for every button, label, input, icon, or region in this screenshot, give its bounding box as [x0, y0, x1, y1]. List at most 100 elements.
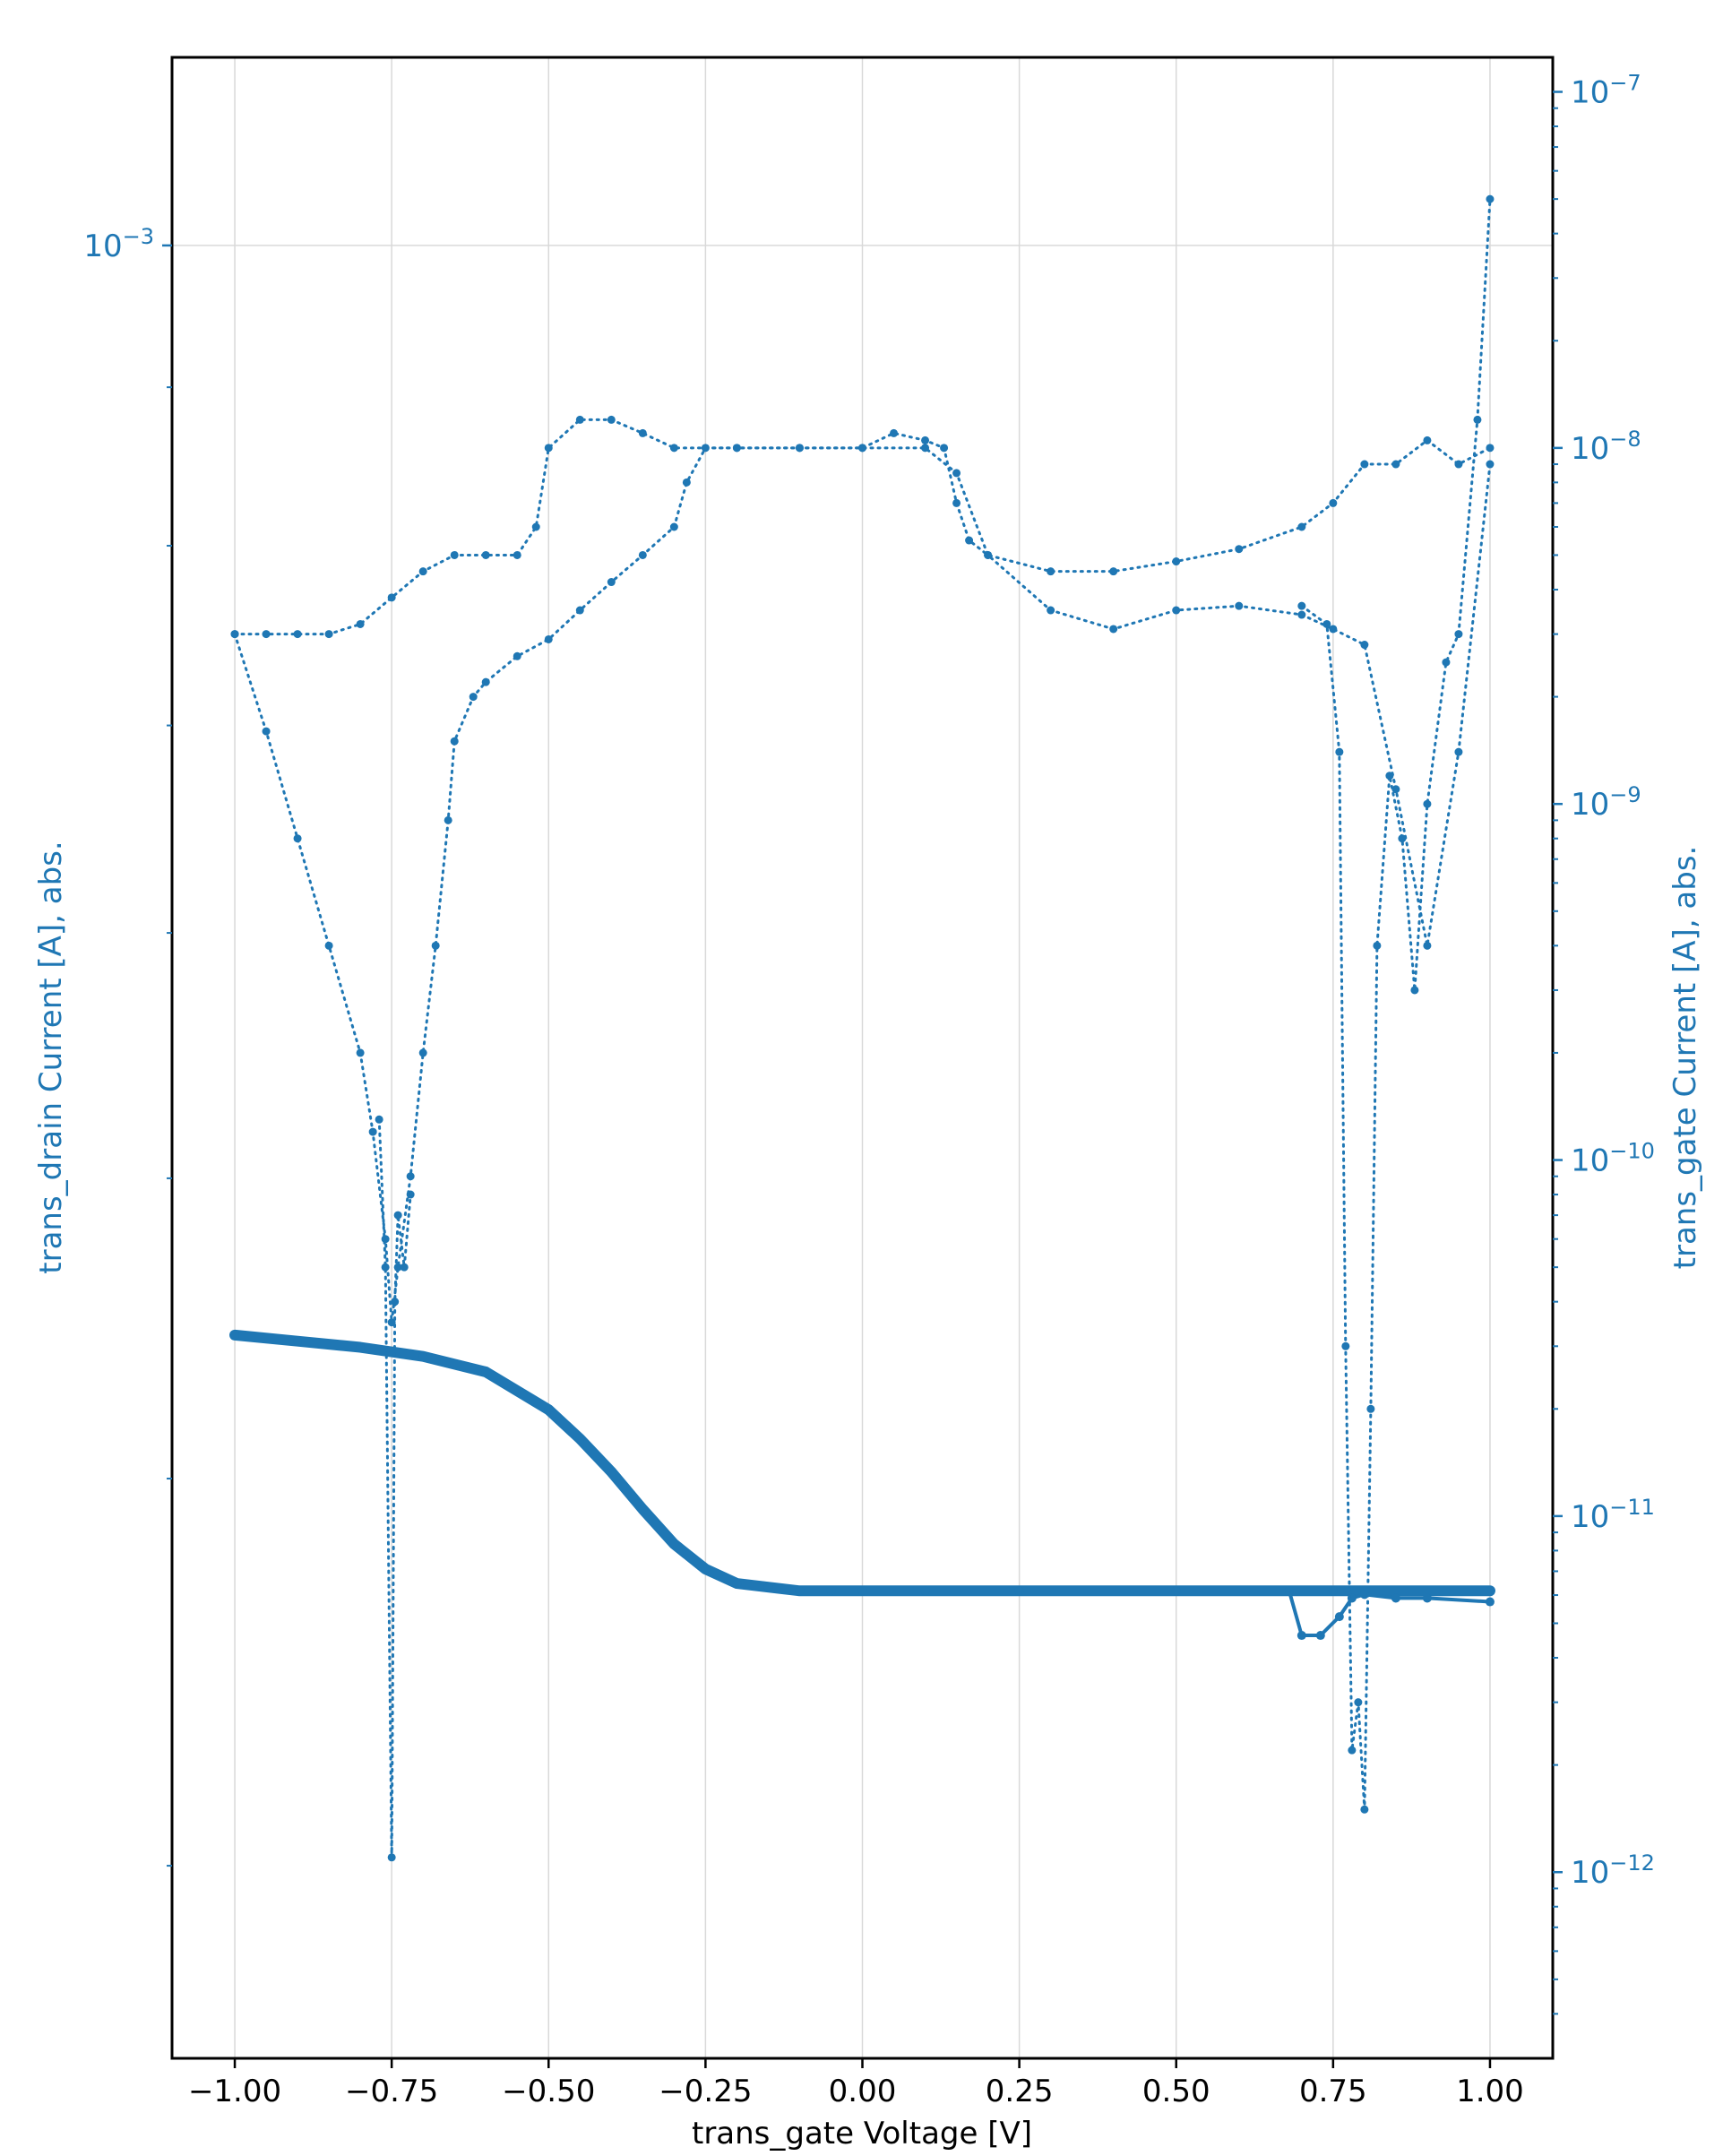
data-point [1297, 1631, 1306, 1641]
data-point [375, 1115, 383, 1124]
y-right-tick-label: 10−11 [1571, 1495, 1655, 1535]
data-point [368, 1127, 377, 1136]
y-right-tick-label: 10−12 [1571, 1850, 1655, 1891]
data-point [1235, 601, 1244, 610]
data-point [481, 677, 490, 686]
data-point [469, 693, 478, 702]
x-axis-label: trans_gate Voltage [V] [692, 2116, 1032, 2152]
data-point [450, 550, 459, 559]
data-point [1442, 658, 1451, 667]
data-point [682, 478, 691, 487]
data-point [921, 436, 930, 444]
data-point [669, 522, 678, 531]
data-point [481, 550, 490, 559]
data-point [1486, 460, 1495, 469]
data-point [638, 550, 647, 559]
data-point [1172, 606, 1181, 615]
data-point [356, 1048, 365, 1057]
x-tick-label: −0.50 [502, 2074, 595, 2109]
data-point [795, 1586, 805, 1596]
data-point [1328, 1586, 1338, 1596]
data-point [921, 444, 930, 453]
data-point [431, 941, 440, 950]
data-point [387, 593, 396, 602]
y-right-axis-label: trans_gate Current [A], abs. [1667, 846, 1703, 1270]
y-left-tick-label: 10−3 [83, 224, 154, 264]
data-point [1454, 460, 1463, 469]
data-point [1423, 436, 1432, 444]
data-point [400, 1263, 409, 1272]
data-point [418, 1351, 428, 1361]
data-point [531, 522, 540, 531]
y-right-tick-label: 10−9 [1571, 782, 1641, 823]
data-point [1171, 1586, 1181, 1596]
data-point [450, 737, 459, 746]
data-point [1423, 941, 1432, 950]
data-point [1348, 1746, 1357, 1755]
data-point [920, 1586, 930, 1596]
x-tick-label: 0.75 [1299, 2074, 1367, 2109]
data-point [1315, 1631, 1325, 1641]
data-point [1360, 1805, 1369, 1814]
data-point [732, 1579, 742, 1589]
data-point [1172, 557, 1181, 566]
data-point [1297, 522, 1306, 531]
data-point [1329, 498, 1338, 507]
data-point [607, 1467, 616, 1477]
data-point [669, 1539, 679, 1549]
data-point [1391, 785, 1400, 794]
data-point [1322, 619, 1331, 628]
y-left-axis: 10−3 [83, 224, 172, 1867]
data-point [544, 1405, 554, 1415]
data-point [1014, 1586, 1024, 1596]
data-point [1109, 625, 1118, 634]
data-point [324, 630, 333, 639]
data-point [481, 1367, 491, 1376]
data-point [293, 834, 302, 843]
y-right-tick-label: 10−10 [1571, 1139, 1655, 1179]
data-point [513, 651, 521, 660]
data-point [669, 444, 678, 453]
data-point [513, 550, 521, 559]
data-point [1354, 1698, 1363, 1707]
data-point [381, 1263, 390, 1272]
data-point [826, 1586, 836, 1596]
data-point [1454, 747, 1463, 756]
data-point [732, 444, 741, 453]
data-point [393, 1211, 402, 1220]
data-point [1486, 444, 1495, 453]
data-point [965, 536, 974, 545]
data-point [262, 727, 271, 736]
data-point [952, 469, 961, 478]
series-line-2 [1287, 1589, 1492, 1637]
data-point [418, 1048, 427, 1057]
series-layer [229, 194, 1495, 1862]
data-point [1334, 1612, 1344, 1622]
data-point [701, 444, 710, 453]
data-point [356, 1342, 366, 1352]
data-point [795, 444, 804, 453]
data-point [262, 630, 271, 639]
data-point [1297, 601, 1306, 610]
data-point [293, 1336, 303, 1346]
data-point [1473, 415, 1482, 424]
x-tick-label: −0.75 [345, 2074, 438, 2109]
data-point [701, 1564, 711, 1574]
data-point [1486, 194, 1495, 203]
data-point [544, 444, 553, 453]
data-point [406, 1190, 415, 1199]
data-point [1360, 641, 1369, 650]
data-point [940, 444, 949, 453]
data-point [1398, 834, 1407, 843]
data-point [1485, 1597, 1495, 1607]
data-point [575, 1434, 585, 1444]
grid-lines [172, 57, 1553, 2058]
series-line-6 [1300, 197, 1492, 1811]
x-tick-label: 0.25 [986, 2074, 1054, 2109]
data-point [1360, 460, 1369, 469]
data-point [1391, 460, 1400, 469]
x-tick-label: 0.50 [1142, 2074, 1210, 2109]
data-point [1341, 1341, 1350, 1350]
x-axis: −1.00 −0.75 −0.50 −0.25 0.00 0.25 0.50 0.75 1.00 [188, 2058, 1524, 2109]
